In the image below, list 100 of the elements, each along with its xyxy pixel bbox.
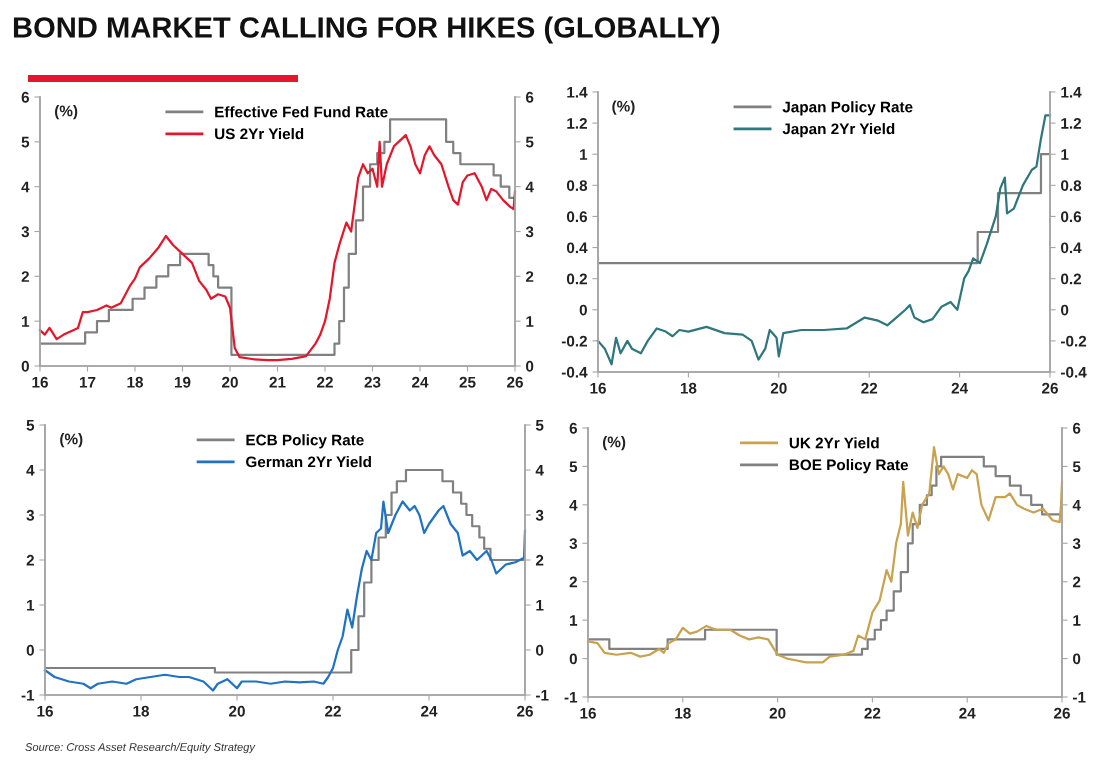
x-tick-label: 21 — [269, 376, 286, 388]
y-tick-label: 0 — [579, 304, 587, 316]
y-tick-label: 0 — [26, 644, 34, 656]
y-axis-title: (%) — [612, 100, 635, 115]
y-tick-label: 5 — [569, 461, 578, 473]
legend-label: German 2Yr Yield — [246, 456, 371, 468]
y-tick-label: 3 — [26, 509, 35, 521]
x-tick-label: 22 — [864, 707, 881, 719]
y2-tick-label: 4 — [535, 465, 544, 476]
x-tick-label: 22 — [861, 382, 878, 394]
y2-tick-label: -1 — [1073, 692, 1086, 703]
source-note: Source: Cross Asset Research/Equity Strategy — [25, 742, 256, 754]
y2-tick-label: 4 — [1072, 499, 1081, 511]
y2-tick-label: 1.4 — [1061, 87, 1082, 98]
y-tick-label: 2 — [21, 271, 29, 282]
y2-tick-label: 1 — [1073, 615, 1081, 626]
x-tick-label: 18 — [675, 707, 691, 719]
y-tick-label: 1.2 — [567, 117, 587, 129]
legend-label: ECB Policy Rate — [246, 434, 364, 449]
y2-tick-label: 0.4 — [1061, 242, 1082, 254]
y2-tick-label: -1 — [536, 690, 549, 701]
legend-label: Japan 2Yr Yield — [782, 123, 895, 138]
y2-tick-label: 0 — [1073, 653, 1081, 665]
y-tick-label: 0 — [21, 360, 29, 372]
y-tick-label: 4 — [26, 465, 35, 476]
x-tick-label: 24 — [412, 376, 429, 388]
y-tick-label: 2 — [26, 554, 34, 566]
y-tick-label: -0.4 — [561, 366, 588, 378]
y-tick-label: -1 — [564, 692, 578, 703]
y-tick-label: 0 — [569, 653, 577, 665]
y-tick-label: 3 — [569, 538, 578, 549]
x-tick-label: 20 — [222, 376, 238, 388]
x-tick-label: 24 — [951, 382, 969, 394]
x-tick-label: 16 — [37, 705, 53, 717]
y-tick-label: 0.6 — [566, 211, 588, 223]
y2-tick-label: 5 — [1072, 461, 1081, 473]
y-tick-label: 1 — [27, 600, 35, 611]
x-tick-label: 17 — [79, 376, 96, 388]
x-tick-label: 20 — [769, 707, 786, 719]
x-tick-label: 18 — [127, 376, 144, 388]
x-tick-label: 23 — [364, 376, 381, 388]
x-tick-label: 22 — [325, 705, 341, 717]
y2-tick-label: 4 — [525, 181, 534, 193]
x-tick-label: 25 — [459, 376, 476, 388]
x-tick-label: 26 — [1054, 707, 1070, 719]
y2-tick-label: 6 — [525, 91, 534, 103]
y-tick-label: 2 — [569, 576, 577, 588]
x-tick-label: 26 — [507, 376, 523, 388]
x-tick-label: 19 — [174, 376, 191, 388]
x-tick-label: 20 — [770, 382, 787, 394]
y2-tick-label: 3 — [1072, 538, 1081, 549]
y-tick-label: 6 — [21, 91, 30, 103]
y2-tick-label: 0.2 — [1061, 273, 1082, 285]
y-tick-label: 0.2 — [566, 273, 587, 285]
y2-tick-label: 2 — [525, 271, 534, 282]
y2-tick-label: 3 — [535, 509, 544, 521]
y-axis-title: (%) — [602, 436, 626, 451]
line-series — [596, 114, 1052, 366]
y2-tick-label: 3 — [525, 226, 534, 238]
y2-tick-label: 2 — [1072, 576, 1081, 588]
y-tick-label: -0.2 — [561, 335, 587, 347]
y-axis-title: (%) — [60, 433, 83, 448]
x-tick-label: 16 — [590, 382, 606, 394]
y2-tick-label: -0.2 — [1061, 335, 1087, 347]
y2-tick-label: 1 — [526, 316, 534, 327]
y2-tick-label: 0.8 — [1061, 180, 1082, 192]
legend-label: US 2Yr Yield — [215, 128, 304, 140]
y-tick-label: 0.4 — [566, 242, 588, 254]
y2-tick-label: 0 — [1061, 304, 1069, 316]
x-tick-label: 16 — [580, 707, 596, 719]
y-tick-label: 0.8 — [566, 180, 588, 192]
legend-label: BOE Policy Rate — [789, 459, 909, 474]
x-tick-label: 20 — [229, 705, 245, 717]
legend-label: Japan Policy Rate — [782, 101, 913, 116]
y-tick-label: 3 — [21, 226, 30, 238]
chart-title: BOND MARKET CALLING FOR HIKES (GLOBALLY) — [13, 16, 720, 44]
y-tick-label: 5 — [26, 420, 35, 431]
x-tick-label: 26 — [1042, 382, 1058, 394]
legend-label: Effective Fed Fund Rate — [215, 106, 388, 118]
y2-tick-label: 0 — [536, 644, 544, 656]
y-tick-label: 5 — [21, 136, 30, 148]
y2-tick-label: -0.4 — [1061, 366, 1087, 378]
y-tick-label: -1 — [21, 690, 35, 701]
x-tick-label: 16 — [32, 376, 48, 388]
y-axis-title: (%) — [55, 105, 78, 120]
y2-tick-label: 0.6 — [1061, 211, 1082, 223]
y-tick-label: 4 — [21, 181, 30, 193]
x-tick-label: 24 — [421, 705, 438, 717]
x-tick-label: 18 — [680, 382, 697, 394]
x-tick-label: 22 — [317, 376, 333, 388]
x-tick-label: 26 — [517, 705, 533, 717]
line-series — [43, 500, 527, 692]
y2-tick-label: 5 — [535, 420, 544, 431]
x-tick-label: 24 — [959, 707, 976, 719]
y-tick-label: 1 — [580, 149, 588, 160]
y-tick-label: 1.4 — [567, 87, 588, 98]
y2-tick-label: 2 — [535, 554, 544, 566]
y-tick-label: 4 — [569, 499, 578, 511]
y-tick-label: 1 — [570, 615, 578, 626]
y2-tick-label: 5 — [525, 136, 534, 148]
